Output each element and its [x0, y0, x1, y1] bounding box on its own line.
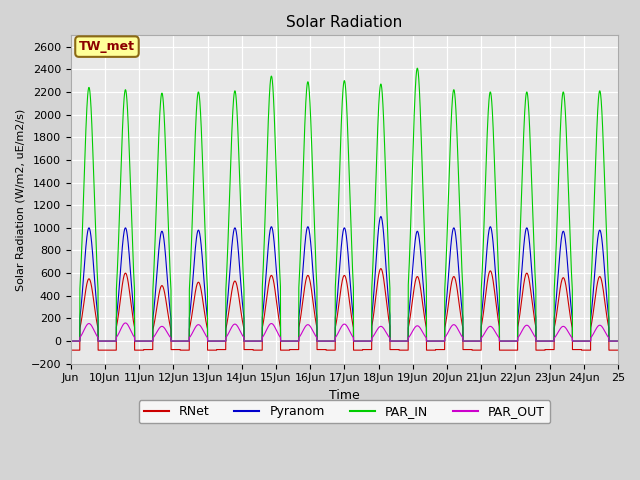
Pyranom [467, 338, 475, 344]
Pyranom [165, 297, 173, 303]
Line: PAR_IN: PAR_IN [71, 68, 618, 341]
X-axis label: Time: Time [329, 389, 360, 402]
PAR_IN [324, 338, 332, 344]
Pyranom [437, 338, 445, 344]
RNet [498, 347, 506, 353]
PAR_IN [467, 338, 475, 344]
Legend: RNet, Pyranom, PAR_IN, PAR_OUT: RNet, Pyranom, PAR_IN, PAR_OUT [139, 400, 550, 423]
RNet [67, 347, 75, 353]
PAR_IN [437, 338, 445, 344]
Line: PAR_OUT: PAR_OUT [71, 323, 618, 341]
PAR_OUT [614, 338, 621, 344]
PAR_IN [165, 246, 173, 252]
PAR_IN [67, 338, 75, 344]
PAR_IN [498, 338, 506, 344]
RNet [467, 347, 475, 352]
Pyranom [324, 338, 332, 344]
RNet [614, 347, 621, 353]
PAR_OUT [324, 338, 332, 344]
PAR_OUT [614, 338, 622, 344]
Pyranom [614, 338, 621, 344]
Y-axis label: Solar Radiation (W/m2, uE/m2/s): Solar Radiation (W/m2, uE/m2/s) [15, 108, 25, 291]
Line: RNet: RNet [71, 269, 618, 350]
PAR_OUT [165, 333, 173, 339]
Line: Pyranom: Pyranom [71, 216, 618, 341]
RNet [165, 318, 173, 324]
PAR_IN [614, 338, 621, 344]
PAR_OUT [122, 320, 129, 326]
Pyranom [377, 214, 385, 219]
Pyranom [498, 338, 506, 344]
Pyranom [67, 338, 75, 344]
PAR_IN [413, 65, 421, 71]
RNet [324, 347, 332, 353]
RNet [377, 266, 385, 272]
RNet [437, 347, 445, 352]
Pyranom [614, 338, 622, 344]
Text: TW_met: TW_met [79, 40, 135, 53]
PAR_OUT [467, 338, 475, 344]
Title: Solar Radiation: Solar Radiation [286, 15, 403, 30]
PAR_OUT [437, 338, 445, 344]
PAR_OUT [498, 338, 506, 344]
RNet [614, 347, 622, 353]
PAR_IN [614, 338, 622, 344]
PAR_OUT [67, 338, 75, 344]
